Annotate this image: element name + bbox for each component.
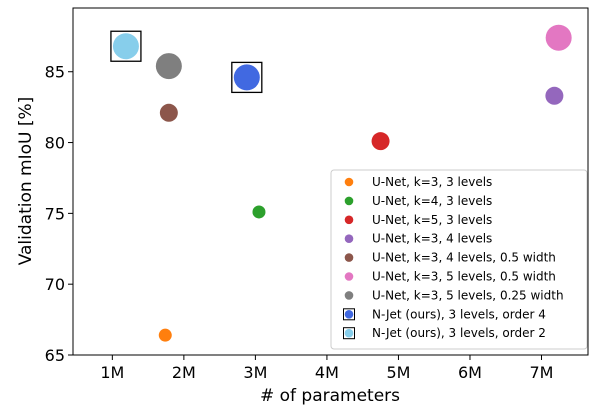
legend-marker (344, 272, 354, 281)
legend-label: N-Jet (ours), 3 levels, order 2 (372, 326, 546, 340)
y-tick-label: 85 (45, 63, 65, 82)
legend: U-Net, k=3, 3 levels U-Net, k=4, 3 levels… (330, 169, 588, 350)
y-tick-label: 65 (45, 346, 65, 365)
data-point (155, 53, 182, 80)
data-point (252, 205, 266, 219)
x-tick-label: 6M (458, 363, 482, 382)
x-axis-label: # of parameters (260, 386, 400, 406)
legend-marker (344, 177, 354, 187)
y-tick-label: 75 (45, 204, 65, 223)
legend-marker (344, 215, 354, 225)
legend-label: U-Net, k=3, 3 levels (372, 175, 492, 189)
x-axis-ticks: 1M 2M 3M 4M 5M 6M 7M (100, 355, 553, 382)
legend-label: U-Net, k=3, 5 levels, 0.5 width (372, 270, 556, 284)
data-point (112, 33, 139, 60)
plot-frame (72, 7, 589, 356)
x-tick-label: 1M (100, 363, 124, 382)
y-tick-label: 80 (45, 134, 65, 153)
legend-marker (344, 310, 354, 319)
legend-marker (344, 234, 354, 243)
y-tick-label: 70 (45, 275, 65, 294)
legend-label: N-Jet (ours), 3 levels, order 4 (372, 307, 546, 321)
legend-frame (330, 169, 588, 350)
legend-label: U-Net, k=4, 3 levels (372, 194, 492, 208)
legend-label: U-Net, k=5, 3 levels (372, 213, 492, 227)
legend-marker (344, 196, 354, 206)
x-tick-label: 4M (315, 363, 339, 382)
data-point (545, 86, 564, 105)
data-point (158, 328, 172, 342)
legend-marker-frame (343, 327, 355, 340)
data-point (371, 132, 390, 151)
data-point (545, 24, 572, 51)
legend-label: U-Net, k=3, 5 levels, 0.25 width (372, 288, 564, 302)
data-point (159, 103, 178, 122)
legend-marker-frame (343, 308, 355, 321)
points-layer (110, 24, 572, 342)
x-tick-label: 7M (530, 363, 554, 382)
x-tick-label: 5M (386, 363, 410, 382)
legend-marker (344, 291, 354, 300)
data-point-frame (110, 30, 142, 62)
y-axis-label: Validation mIoU [%] (16, 97, 36, 266)
data-point (233, 64, 260, 91)
legend-label: U-Net, k=3, 4 levels, 0.5 width (372, 251, 556, 265)
legend-marker (344, 253, 354, 262)
y-axis-ticks: 65 70 75 80 85 (45, 63, 73, 365)
data-point-frame (231, 61, 263, 94)
legend-marker (344, 328, 354, 338)
legend-label: U-Net, k=3, 4 levels (372, 232, 492, 246)
x-tick-label: 2M (172, 363, 196, 382)
x-tick-label: 3M (243, 363, 267, 382)
